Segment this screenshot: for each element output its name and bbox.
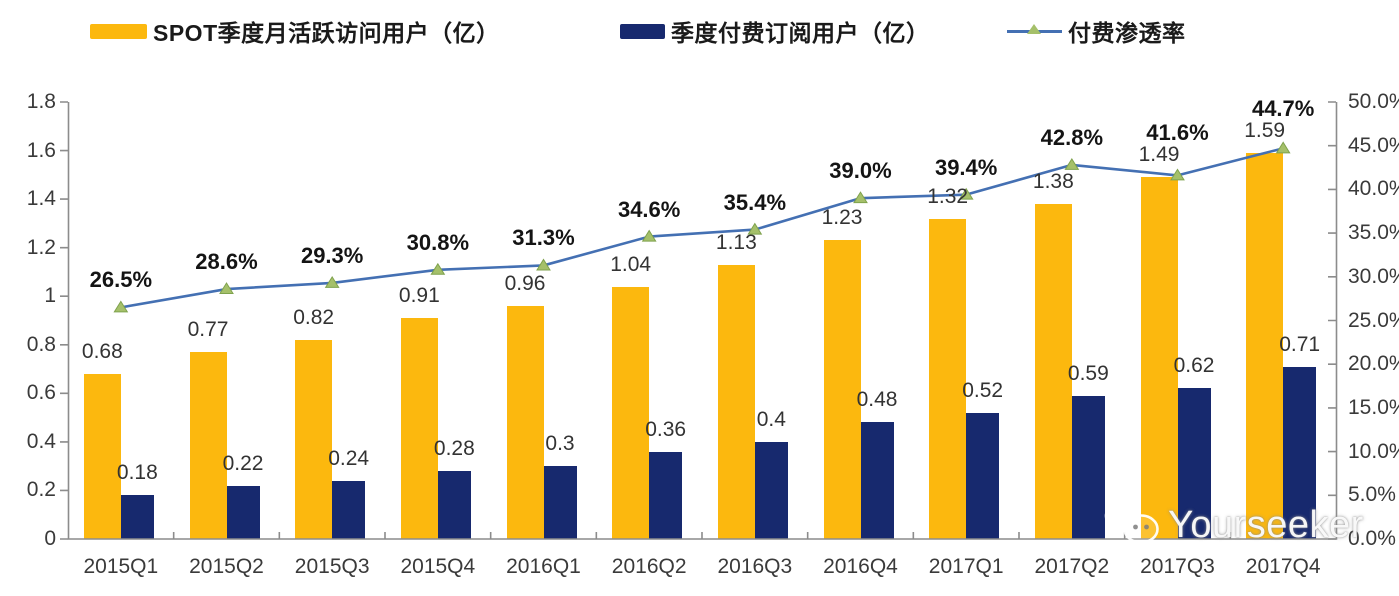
mau-bar-2017Q1 xyxy=(929,218,967,539)
legend-label-mau: SPOT季度月活跃访问用户（亿） xyxy=(153,20,500,46)
subscribers-bar-2016Q2 xyxy=(649,451,683,539)
mau-bar-2016Q4 xyxy=(823,240,861,539)
watermark: Yourseeker xyxy=(1098,496,1364,554)
mau-bar-2017Q2 xyxy=(1034,203,1072,539)
mau-bar-2017Q4 xyxy=(1246,152,1284,539)
subscribers-bar-2015Q3 xyxy=(332,480,366,539)
mau-bar-2016Q3 xyxy=(717,264,755,539)
legend-label-penetration: 付费渗透率 xyxy=(1068,20,1186,46)
mau-bar-2015Q2 xyxy=(189,352,227,539)
mau-bar-2015Q3 xyxy=(295,339,333,539)
legend-triangle-marker-icon xyxy=(1027,24,1041,34)
legend-label-subscribers: 季度付费订阅用户（亿） xyxy=(671,20,930,46)
mau-bar-2015Q1 xyxy=(83,373,121,539)
mau-bar-swatch-icon xyxy=(90,23,147,39)
legend-item-mau: SPOT季度月活跃访问用户（亿） xyxy=(90,18,500,46)
mau-bar-2016Q1 xyxy=(506,305,544,539)
legend-item-penetration: 付费渗透率 xyxy=(1007,18,1186,46)
subscribers-bar-2015Q4 xyxy=(437,471,471,539)
watermark-text: Yourseeker xyxy=(1168,503,1364,546)
penetration-line-swatch-icon xyxy=(1007,22,1062,40)
mau-bar-2015Q4 xyxy=(400,318,438,539)
subscribers-bar-2016Q3 xyxy=(754,441,788,539)
subscribers-bar-2015Q2 xyxy=(226,485,260,539)
subscribers-bar-2016Q1 xyxy=(543,466,577,539)
subscribers-bar-2017Q1 xyxy=(966,412,1000,539)
legend-item-subscribers: 季度付费订阅用户（亿） xyxy=(620,18,930,46)
subscribers-bar-swatch-icon xyxy=(620,23,665,39)
mau-bar-2017Q3 xyxy=(1140,177,1178,539)
mau-bar-2016Q2 xyxy=(612,286,650,539)
wechat-icon xyxy=(1104,502,1159,548)
subscribers-bar-2016Q4 xyxy=(860,422,894,539)
subscribers-bar-2015Q1 xyxy=(120,495,154,539)
